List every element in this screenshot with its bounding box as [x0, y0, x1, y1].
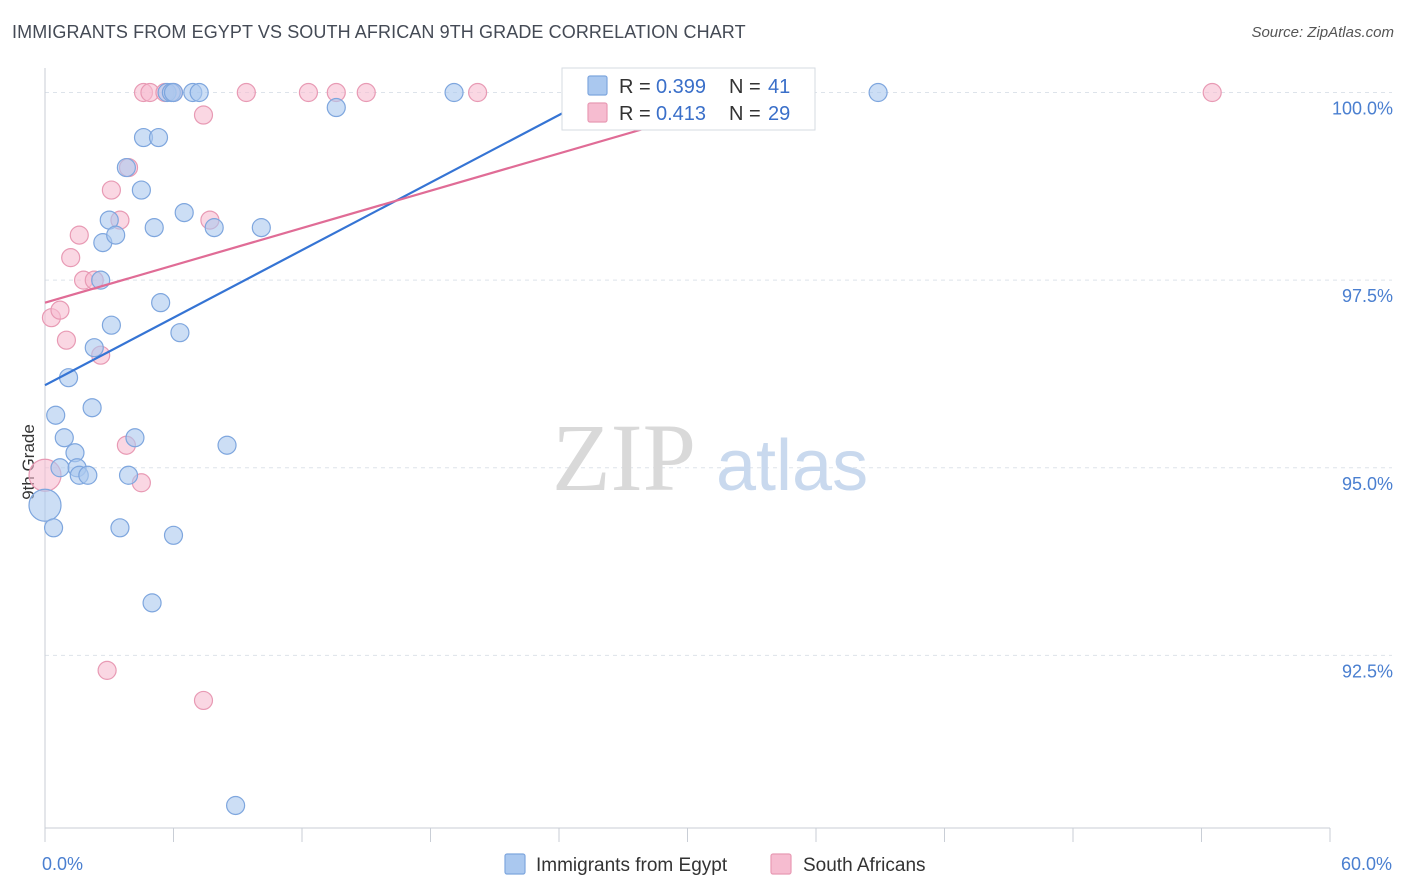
tick-labels: 100.0% 97.5% 95.0% 92.5% 0.0% 60.0% [42, 99, 1393, 874]
egypt-point-32 [174, 202, 194, 223]
south-africans-point-26 [468, 82, 488, 103]
stats-n-label-pink: N = [729, 103, 761, 125]
series-immigrants-from-egypt [28, 82, 888, 816]
egypt-point-24 [144, 218, 164, 238]
watermark: ZIP atlas [552, 404, 868, 511]
egypt-point-5 [58, 368, 79, 388]
egypt-point-21 [131, 180, 151, 200]
watermark-atlas: atlas [716, 426, 868, 506]
y-tick-label-0: 100.0% [1332, 99, 1393, 119]
stats-box: R = 0.399 N = 41 R = 0.413 N = 29 [561, 67, 816, 131]
egypt-point-17 [110, 518, 130, 538]
egypt-point-40 [444, 82, 464, 103]
egypt-point-30 [163, 525, 184, 545]
egypt-point-34 [189, 82, 209, 103]
stats-n-value-pink: 29 [768, 103, 790, 125]
series-south-africans [28, 82, 1222, 711]
egypt-point-9 [78, 465, 98, 485]
south-africans-point-3 [56, 330, 77, 350]
egypt-point-18 [116, 157, 136, 178]
stats-swatch-blue [587, 75, 608, 96]
south-africans-point-19 [193, 105, 214, 125]
egypt-point-3 [54, 428, 74, 448]
egypt-point-26 [151, 293, 171, 313]
grid-lines [45, 92, 1392, 656]
source-credit: Source: ZipAtlas.com [1251, 24, 1394, 41]
south-africans-point-4 [61, 248, 81, 268]
egypt-point-23 [142, 593, 162, 613]
y-tick-label-1: 97.5% [1342, 286, 1393, 306]
legend: Immigrants from Egypt South Africans [504, 853, 926, 876]
egypt-point-4 [50, 458, 70, 478]
stats-swatch-pink [587, 102, 608, 123]
south-africans-point-25 [356, 82, 376, 103]
egypt-point-19 [118, 465, 139, 485]
stats-n-label-blue: N = [729, 76, 761, 98]
south-africans-point-23 [298, 82, 319, 103]
y-tick-label-2: 95.0% [1342, 474, 1393, 494]
y-tick-label-3: 92.5% [1342, 661, 1393, 681]
stats-n-value-blue: 41 [768, 76, 790, 98]
x-tick-label-0: 0.0% [42, 854, 83, 874]
egypt-point-41 [868, 82, 888, 103]
south-africans-point-5 [69, 225, 89, 245]
stats-r-label-blue: R = [619, 76, 651, 98]
stats-r-value-pink: 0.413 [656, 103, 706, 125]
egypt-trend-line [44, 91, 603, 387]
egypt-point-29 [163, 82, 184, 103]
south-africans-point-22 [236, 82, 256, 103]
watermark-zip: ZIP [552, 404, 696, 511]
south-africans-point-9 [97, 660, 117, 680]
south-africans-point-28 [1202, 82, 1222, 103]
egypt-point-1 [43, 518, 64, 538]
egypt-point-11 [84, 338, 104, 358]
south-africans-point-2 [50, 300, 70, 320]
x-tick-label-1: 60.0% [1341, 854, 1392, 874]
legend-swatch-south-africans [770, 853, 792, 875]
stats-r-label-pink: R = [619, 103, 651, 125]
legend-swatch-egypt [504, 853, 526, 875]
legend-label-south-africans: South Africans [803, 855, 926, 876]
south-africans-point-20 [193, 690, 214, 711]
egypt-point-16 [106, 225, 126, 245]
egypt-point-39 [326, 97, 346, 118]
egypt-point-15 [101, 315, 121, 335]
stats-r-value-blue: 0.399 [656, 76, 706, 98]
axes [44, 68, 1331, 842]
egypt-point-31 [170, 323, 190, 343]
egypt-point-0 [28, 488, 62, 522]
egypt-point-37 [226, 795, 246, 816]
egypt-point-38 [251, 218, 271, 238]
chart-title: IMMIGRANTS FROM EGYPT VS SOUTH AFRICAN 9… [12, 22, 746, 42]
south-africans-point-10 [101, 180, 121, 200]
egypt-point-2 [46, 405, 66, 425]
egypt-point-10 [82, 398, 102, 418]
egypt-point-20 [125, 428, 145, 448]
egypt-point-25 [148, 127, 169, 148]
egypt-point-35 [204, 218, 224, 238]
egypt-point-36 [217, 435, 237, 455]
legend-label-egypt: Immigrants from Egypt [536, 855, 728, 876]
